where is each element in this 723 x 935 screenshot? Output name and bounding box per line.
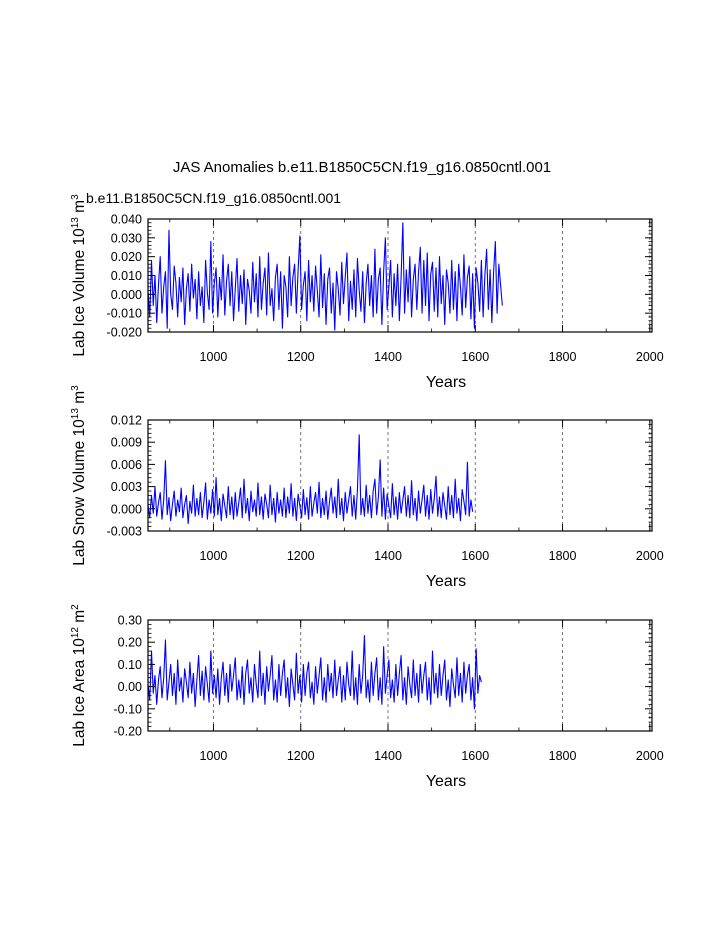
ytick-label: 0.010	[111, 269, 142, 283]
ytick-label: 0.00	[118, 680, 142, 694]
ytick-label: -0.003	[107, 525, 142, 539]
ytick-label: -0.10	[114, 702, 143, 716]
xtick-label: 1200	[287, 350, 315, 364]
xtick-label: 1400	[374, 549, 402, 563]
series-line-2	[147, 434, 474, 525]
ytick-label: -0.20	[114, 725, 143, 739]
series-line-3	[147, 634, 482, 710]
ytick-label: 0.30	[118, 614, 142, 628]
xaxis-label: Years	[426, 374, 466, 391]
ytick-label: 0.009	[111, 436, 142, 450]
xtick-label: 1000	[200, 749, 228, 763]
ytick-label: 0.030	[111, 231, 142, 245]
yaxis-label: Lab Ice Area 1012 m2	[70, 604, 88, 747]
xtick-label: 1200	[287, 749, 315, 763]
ytick-label: 0.040	[111, 213, 142, 227]
xtick-label: 2000	[636, 749, 664, 763]
ytick-label: 0.20	[118, 636, 142, 650]
figure-title: JAS Anomalies b.e11.B1850C5CN.f19_g16.08…	[173, 159, 551, 176]
xtick-label: 1600	[461, 749, 489, 763]
xtick-label: 1600	[461, 350, 489, 364]
xaxis-label: Years	[426, 573, 466, 590]
ytick-label: -0.020	[107, 326, 142, 340]
xtick-label: 1800	[549, 350, 577, 364]
ytick-label: 0.006	[111, 458, 142, 472]
ytick-label: 0.000	[111, 288, 142, 302]
xtick-label: 1800	[549, 749, 577, 763]
panel-2: -0.003 0.000 0.003 0.006 0.009 0.012 1000 1200 1…	[70, 385, 664, 590]
xtick-label: 1000	[200, 350, 228, 364]
panels-group: -0.020 -0.010 0.000 0.010 0.020 0.030 0.040 100…	[70, 194, 664, 790]
ytick-label: 0.012	[111, 414, 142, 428]
plot-frame-3	[147, 619, 653, 732]
plot-frame-2	[147, 419, 653, 532]
ytick-label: 0.003	[111, 480, 142, 494]
yaxis-label: Lab Snow Volume 1013 m3	[70, 385, 88, 566]
panel-3: -0.20 -0.10 0.00 0.10 0.20 0.30 1000 1200 1400 16…	[70, 604, 664, 790]
panel-1: -0.020 -0.010 0.000 0.010 0.020 0.030 0.040 100…	[70, 194, 664, 391]
ytick-label: -0.010	[107, 307, 142, 321]
xtick-label: 1200	[287, 549, 315, 563]
xtick-label: 1600	[461, 549, 489, 563]
xtick-label: 2000	[636, 350, 664, 364]
xaxis-label: Years	[426, 773, 466, 790]
xtick-label: 2000	[636, 549, 664, 563]
xtick-label: 1400	[374, 350, 402, 364]
xtick-label: 1400	[374, 749, 402, 763]
ytick-label: 0.020	[111, 250, 142, 264]
xtick-label: 1800	[549, 549, 577, 563]
xtick-label: 1000	[200, 549, 228, 563]
ytick-label: 0.000	[111, 502, 142, 516]
ytick-label: 0.10	[118, 658, 142, 672]
legend-label: b.e11.B1850C5CN.f19_g16.0850cntl.001	[86, 190, 341, 206]
yaxis-label: Lab Ice Volume 1013 m3	[70, 194, 88, 357]
series-line-1	[147, 222, 503, 331]
